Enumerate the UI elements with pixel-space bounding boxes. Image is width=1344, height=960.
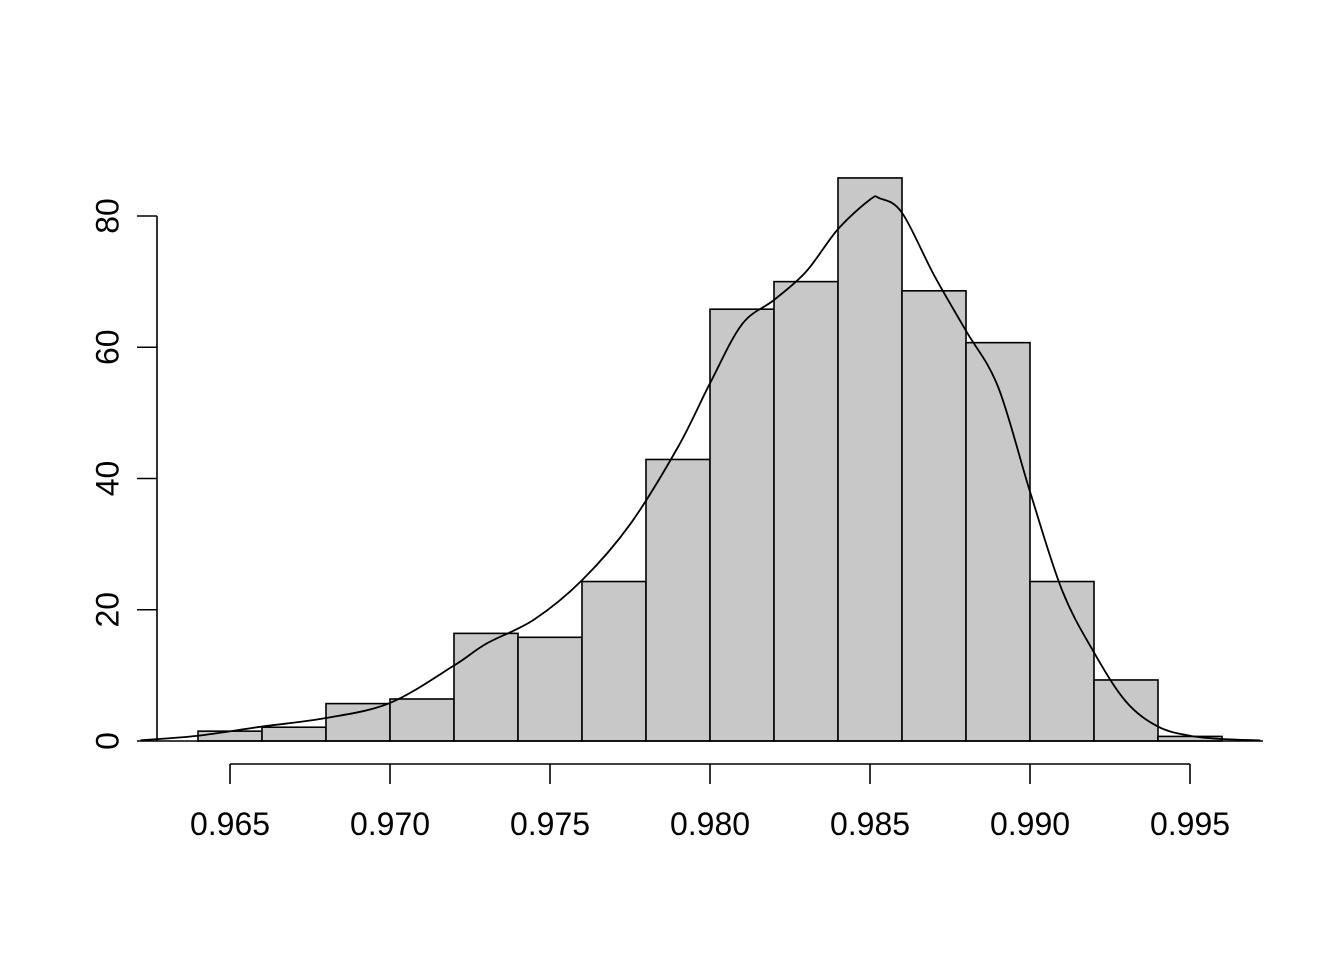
x-tick-label: 0.990 [990,806,1070,842]
x-tick-label: 0.975 [510,806,590,842]
histogram-bar-14 [1029,580,1095,742]
x-tick-label: 0.970 [350,806,430,842]
histogram-bar-1 [197,730,263,742]
histogram-bar-8 [645,458,711,742]
y-tick-label: 40 [89,461,125,497]
x-tick-label: 0.985 [830,806,910,842]
x-axis: 0.965 0.970 0.975 0.980 0.985 0.990 0.995 [190,763,1230,842]
x-tick-label: 0.965 [190,806,270,842]
x-tick-label: 0.995 [1150,806,1230,842]
y-tick-label: 0 [89,732,125,750]
y-tick-label: 60 [89,329,125,365]
histogram-bar-4 [389,698,455,742]
histogram-bar-12 [901,290,967,742]
y-axis: 0 20 40 60 80 [89,198,158,750]
histogram-bars [197,177,1223,742]
y-tick-label: 20 [89,592,125,628]
histogram-bar-7 [581,580,647,742]
x-tick-label: 0.980 [670,806,750,842]
histogram-bar-6 [517,636,583,742]
histogram-bar-5 [453,632,519,742]
histogram-bar-11 [837,177,903,742]
histogram-bar-9 [709,308,775,742]
histogram-bar-2 [261,726,327,742]
histogram-bar-13 [965,341,1031,742]
density-curve [140,195,1261,742]
histogram-bar-3 [325,702,391,742]
histogram-bar-15 [1093,679,1159,742]
histogram-bar-10 [773,280,839,742]
y-tick-label: 80 [89,198,125,234]
